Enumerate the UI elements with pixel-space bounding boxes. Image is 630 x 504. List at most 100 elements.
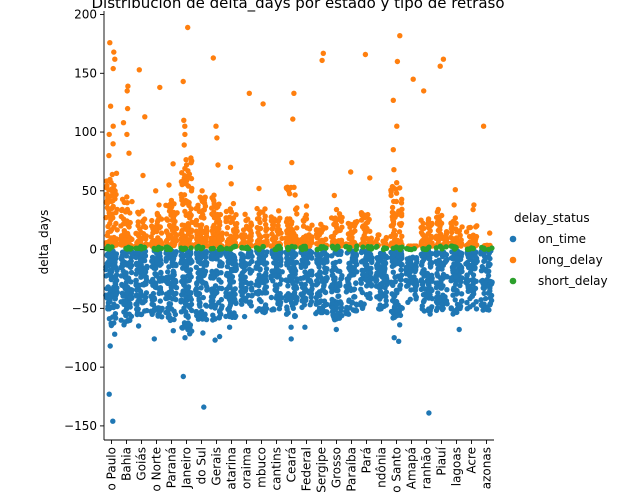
point-on_time	[471, 291, 477, 297]
point-long_delay	[124, 105, 131, 112]
point-long_delay	[181, 237, 187, 243]
point-on_time	[413, 256, 420, 263]
point-long_delay	[203, 226, 210, 233]
point-long_delay	[136, 67, 142, 73]
point-on_time	[288, 324, 294, 330]
point-on_time	[436, 250, 443, 256]
point-long_delay	[449, 229, 455, 236]
point-on_time	[321, 283, 327, 289]
x-tick-label: Acre	[465, 447, 479, 474]
point-on_time	[194, 291, 200, 298]
point-long_delay	[396, 229, 403, 235]
point-on_time	[163, 295, 169, 302]
point-long_delay	[451, 202, 457, 208]
point-on_time	[226, 324, 233, 330]
point-on_time	[198, 285, 204, 291]
point-on_time	[339, 273, 345, 279]
point-on_time	[123, 312, 129, 319]
point-on_time	[450, 287, 457, 293]
point-on_time	[358, 276, 364, 283]
point-on_time	[224, 263, 231, 270]
point-on_time	[452, 297, 458, 303]
point-on_time	[262, 304, 268, 310]
point-on_time	[429, 272, 435, 278]
point-on_time	[408, 287, 414, 293]
point-long_delay	[194, 230, 200, 236]
point-on_time	[403, 264, 409, 271]
point-long_delay	[390, 97, 396, 104]
point-long_delay	[213, 123, 219, 129]
point-on_time	[407, 273, 413, 279]
x-tick-label: Paraíba	[345, 447, 359, 492]
point-long_delay	[270, 224, 276, 231]
point-on_time	[208, 275, 214, 281]
point-long_delay	[262, 233, 269, 239]
point-on_time	[170, 268, 176, 274]
point-long_delay	[106, 152, 112, 159]
point-on_time	[105, 300, 112, 306]
point-long_delay	[110, 198, 116, 204]
point-long_delay	[418, 217, 424, 223]
point-on_time	[134, 293, 140, 299]
point-long_delay	[390, 147, 396, 153]
point-on_time	[154, 256, 160, 263]
point-on_time	[263, 278, 270, 284]
x-tick-label: o Santo	[390, 447, 404, 493]
point-on_time	[193, 285, 200, 292]
point-on_time	[429, 287, 435, 294]
point-on_time	[279, 295, 285, 301]
point-on_time	[409, 255, 416, 261]
point-on_time	[113, 291, 120, 297]
point-on_time	[291, 289, 298, 296]
point-on_time	[242, 274, 248, 280]
point-on_time	[293, 285, 300, 291]
point-on_time	[314, 272, 320, 278]
point-short_delay	[426, 244, 432, 250]
point-on_time	[329, 296, 335, 303]
y-tick-label: −50	[72, 301, 97, 315]
point-on_time	[458, 298, 465, 304]
x-tick-label: Pará	[360, 447, 374, 473]
point-long_delay	[129, 198, 135, 205]
point-long_delay	[164, 217, 171, 223]
point-long_delay	[278, 230, 284, 236]
point-long_delay	[198, 222, 205, 228]
point-on_time	[377, 288, 384, 295]
point-long_delay	[275, 226, 281, 232]
point-on_time	[209, 255, 216, 262]
point-on_time	[483, 304, 489, 310]
point-on_time	[107, 267, 113, 274]
point-long_delay	[107, 103, 114, 109]
point-on_time	[324, 254, 330, 260]
point-short_delay	[260, 244, 266, 250]
point-long_delay	[367, 175, 373, 181]
point-short_delay	[274, 244, 280, 250]
point-on_time	[488, 292, 495, 299]
point-on_time	[142, 298, 148, 304]
point-on_time	[317, 292, 323, 299]
point-on_time	[152, 265, 159, 272]
point-on_time	[336, 250, 342, 257]
point-short_delay	[319, 245, 326, 251]
point-on_time	[488, 279, 494, 285]
point-long_delay	[139, 208, 145, 214]
point-long_delay	[391, 227, 398, 234]
point-long_delay	[166, 222, 173, 229]
point-on_time	[165, 291, 172, 297]
point-on_time	[458, 291, 465, 297]
point-on_time	[238, 277, 244, 283]
legend-label-short_delay: short_delay	[538, 274, 608, 288]
point-long_delay	[421, 88, 427, 94]
point-long_delay	[487, 230, 493, 236]
point-on_time	[142, 253, 148, 259]
point-on_time	[171, 282, 177, 288]
point-on_time	[464, 299, 470, 306]
point-on_time	[152, 282, 159, 289]
point-long_delay	[394, 123, 400, 129]
point-long_delay	[122, 209, 129, 215]
legend-marker-on_time	[509, 235, 517, 243]
point-on_time	[481, 280, 488, 286]
point-on_time	[238, 262, 244, 268]
point-on_time	[299, 257, 305, 263]
